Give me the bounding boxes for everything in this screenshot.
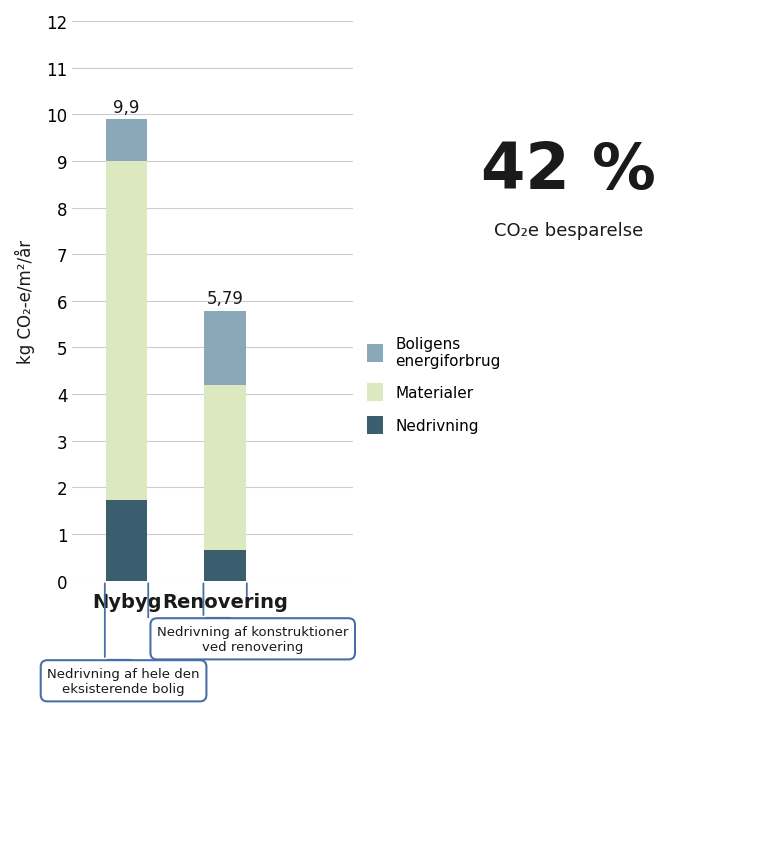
Text: CO₂e besparelse: CO₂e besparelse xyxy=(494,221,643,240)
Bar xyxy=(106,501,147,581)
Legend: Boligens
energiforbrug, Materialer, Nedrivning: Boligens energiforbrug, Materialer, Nedr… xyxy=(366,336,501,434)
Text: 9,9: 9,9 xyxy=(114,99,140,117)
Text: Nedrivning af konstruktioner
ved renovering: Nedrivning af konstruktioner ved renover… xyxy=(157,625,349,653)
Text: Nedrivning af hele den
eksisterende bolig: Nedrivning af hele den eksisterende boli… xyxy=(48,667,200,695)
Bar xyxy=(204,386,246,550)
Bar xyxy=(204,550,246,581)
Text: 42 %: 42 % xyxy=(481,140,656,201)
Text: 5,79: 5,79 xyxy=(207,290,243,308)
Bar xyxy=(106,119,147,162)
Bar xyxy=(106,162,147,501)
Y-axis label: kg CO₂-e/m²/år: kg CO₂-e/m²/år xyxy=(15,240,35,363)
Bar xyxy=(204,311,246,386)
